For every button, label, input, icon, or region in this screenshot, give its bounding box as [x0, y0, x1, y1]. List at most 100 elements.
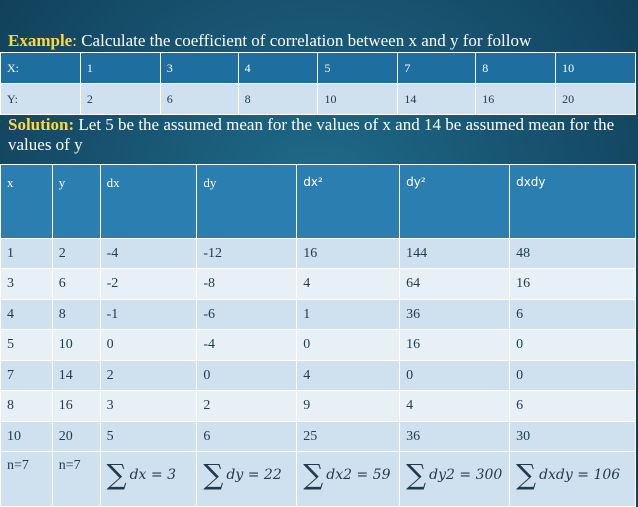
- header-y: y: [51, 164, 101, 239]
- sum-dx-value: 3: [167, 467, 177, 483]
- calculation-table: x y dx dy dx² dy² dxdy 1 2 -4 -12 16 144…: [0, 164, 636, 507]
- cell-dx-squared: 0: [296, 329, 401, 361]
- table-row: 7 14 2 0 4 0 0: [0, 360, 636, 391]
- header-dx: dx: [99, 164, 198, 239]
- cell-x: 4: [0, 299, 53, 330]
- cell-dx: 3: [99, 390, 198, 422]
- cell-y: 2: [51, 238, 101, 269]
- y-value: 20: [555, 83, 636, 115]
- cell-dx: -4: [99, 238, 198, 269]
- cell-dy-squared: 64: [399, 268, 511, 300]
- sum-dy-value: 22: [263, 467, 282, 483]
- y-value: 16: [475, 83, 557, 115]
- sigma-symbol: ∑: [303, 458, 324, 491]
- example-heading: Example: Calculate the coefficient of co…: [8, 31, 636, 51]
- example-label: Example: [8, 31, 73, 50]
- cell-dx-squared: 25: [296, 421, 401, 452]
- sum-dx2-value: 59: [372, 467, 391, 483]
- y-value: 14: [397, 83, 477, 115]
- cell-dy-squared: 144: [399, 238, 511, 269]
- x-value: 5: [317, 52, 399, 84]
- sum-dx-expr: dx: [129, 467, 147, 483]
- cell-dx-squared: 4: [296, 360, 401, 391]
- x-value: 3: [159, 52, 239, 84]
- cell-dy: -4: [196, 329, 298, 361]
- cell-x: 10: [0, 421, 53, 452]
- sum-dxdy-expr: dxdy: [539, 467, 573, 483]
- y-row: Y: 2 6 8 10 14 16 20: [0, 83, 636, 115]
- cell-dx-squared: 4: [296, 268, 401, 300]
- solution-label: Solution:: [8, 115, 75, 134]
- sigma-symbol: ∑: [516, 458, 537, 491]
- sum-dy: ∑ dy = 22: [196, 451, 298, 507]
- y-label: Y:: [0, 83, 81, 115]
- cell-dx-squared: 9: [296, 390, 401, 422]
- cell-dy: 2: [196, 390, 298, 422]
- x-value: 7: [397, 52, 477, 84]
- header-dy-squared: dy²: [399, 164, 511, 239]
- sum-dx: ∑ dx = 3: [99, 451, 198, 507]
- cell-dxdy: 6: [509, 390, 636, 422]
- cell-y: 16: [51, 390, 101, 422]
- x-label: X:: [0, 52, 81, 84]
- sum-dy2-value: 300: [475, 467, 503, 483]
- cell-x: 5: [0, 329, 53, 361]
- cell-dxdy: 16: [509, 268, 636, 300]
- total-n-y: n=7: [51, 451, 101, 507]
- x-value: 10: [555, 52, 636, 84]
- y-value: 10: [317, 83, 399, 115]
- cell-dxdy: 0: [509, 329, 636, 361]
- cell-dy: -12: [196, 238, 298, 269]
- sigma-symbol: ∑: [203, 458, 224, 491]
- sum-dx2-expr: dx2: [326, 467, 353, 483]
- sum-dx-squared: ∑ dx2 = 59: [296, 451, 401, 507]
- sum-dxdy: ∑ dxdy = 106: [509, 451, 636, 507]
- cell-dy: 6: [196, 421, 298, 452]
- solution-text: Let 5 be the assumed mean for the values…: [8, 115, 615, 154]
- cell-dy-squared: 4: [399, 390, 511, 422]
- cell-y: 10: [51, 329, 101, 361]
- cell-x: 7: [0, 360, 53, 391]
- cell-dx-squared: 1: [296, 299, 401, 330]
- sum-dy-squared: ∑ dy2 = 300: [399, 451, 511, 507]
- header-row: x y dx dy dx² dy² dxdy: [0, 164, 636, 239]
- cell-dxdy: 0: [509, 360, 636, 391]
- x-value: 4: [237, 52, 319, 84]
- sigma-symbol: ∑: [406, 458, 427, 491]
- sigma-symbol: ∑: [106, 458, 127, 491]
- cell-x: 3: [0, 268, 53, 300]
- table-row: 8 16 3 2 9 4 6: [0, 390, 636, 422]
- cell-dxdy: 6: [509, 299, 636, 330]
- x-value: 1: [79, 52, 161, 84]
- cell-dx: 0: [99, 329, 198, 361]
- totals-row: n=7 n=7 ∑ dx = 3 ∑ dy = 22 ∑ dx2 = 59 ∑ dy2 …: [0, 451, 636, 507]
- cell-x: 1: [0, 238, 53, 269]
- cell-dx: 5: [99, 421, 198, 452]
- table-row: 10 20 5 6 25 36 30: [0, 421, 636, 452]
- header-dy: dy: [196, 164, 298, 239]
- cell-dx: -1: [99, 299, 198, 330]
- cell-x: 8: [0, 390, 53, 422]
- cell-dy-squared: 0: [399, 360, 511, 391]
- header-dxdy: dxdy: [509, 164, 636, 239]
- cell-y: 14: [51, 360, 101, 391]
- cell-y: 8: [51, 299, 101, 330]
- table-row: 4 8 -1 -6 1 36 6: [0, 299, 636, 330]
- solution-text-block: Solution: Let 5 be the assumed mean for …: [8, 115, 634, 155]
- cell-dy-squared: 16: [399, 329, 511, 361]
- header-dx-squared: dx²: [296, 164, 401, 239]
- y-value: 6: [159, 83, 239, 115]
- table-row: 3 6 -2 -8 4 64 16: [0, 268, 636, 300]
- cell-y: 20: [51, 421, 101, 452]
- example-text: Calculate the coefficient of correlation…: [76, 31, 532, 50]
- cell-dy: 0: [196, 360, 298, 391]
- x-row: X: 1 3 4 5 7 8 10: [0, 52, 636, 84]
- cell-y: 6: [51, 268, 101, 300]
- x-value: 8: [475, 52, 557, 84]
- example-colon: :: [72, 31, 77, 50]
- table-row: 5 10 0 -4 0 16 0: [0, 329, 636, 361]
- header-x: x: [0, 164, 53, 239]
- cell-dx-squared: 16: [296, 238, 401, 269]
- total-n-x: n=7: [0, 451, 53, 507]
- sum-dy-expr: dy: [226, 467, 244, 483]
